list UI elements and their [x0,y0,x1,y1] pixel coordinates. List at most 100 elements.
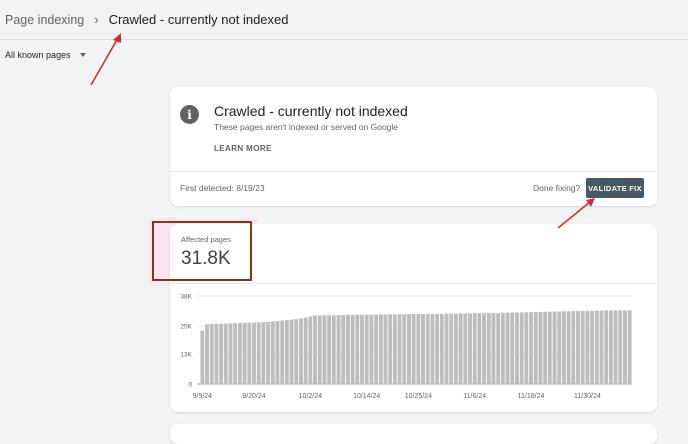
chart-bar[interactable] [209,324,214,384]
chart-bar[interactable] [270,321,275,384]
chart-bar[interactable] [233,323,238,384]
chart-bar[interactable] [237,322,242,384]
chart-bar[interactable] [580,310,585,384]
chart-bar[interactable] [444,313,449,384]
annotation-highlight-box [152,221,252,281]
chart-bar[interactable] [519,312,524,384]
chart-bar[interactable] [425,313,430,384]
breadcrumb-page-indexing[interactable]: Page indexing [5,12,85,27]
chart-bar[interactable] [374,314,379,384]
chart-bar[interactable] [411,314,416,384]
x-tick-label: 10/2/24 [299,393,322,400]
chart-bar[interactable] [313,315,317,384]
chart-bar[interactable] [299,318,303,384]
chart-bar[interactable] [219,323,224,384]
chart-bar[interactable] [383,314,388,384]
chart-bar[interactable] [613,310,618,384]
chart-bar[interactable] [590,310,595,384]
chart-bar[interactable] [538,311,543,384]
chart-bar[interactable] [308,316,313,384]
chart-bar[interactable] [421,314,425,384]
chart-bar[interactable] [280,320,285,384]
chart-bar[interactable] [223,323,228,384]
chart-bar[interactable] [491,312,496,384]
chart-bar[interactable] [355,314,360,384]
chart-bar[interactable] [571,311,576,384]
chart-bar[interactable] [618,310,623,384]
chart-bar[interactable] [364,314,369,384]
chart-bar[interactable] [407,314,411,384]
chart-bar[interactable] [449,313,454,384]
chart-bar[interactable] [468,313,472,384]
chart-bar[interactable] [585,310,590,384]
chart-bar[interactable] [608,310,613,384]
chart-bar[interactable] [200,330,205,384]
chart-bar[interactable] [430,313,435,384]
validate-fix-button[interactable]: VALIDATE FIX [586,178,644,198]
chart-bar[interactable] [533,311,538,384]
chart-bar[interactable] [439,313,444,384]
chart-bar[interactable] [341,314,346,384]
chart-bar[interactable] [500,312,505,384]
chart-bar[interactable] [242,322,247,384]
chart-bar[interactable] [510,312,515,384]
chart-bar[interactable] [515,312,519,384]
chart-bar[interactable] [482,313,487,384]
chart-bar[interactable] [360,314,364,384]
chart-bar[interactable] [289,319,294,384]
chart-bar[interactable] [392,314,397,384]
learn-more-link[interactable]: LEARN MORE [214,144,272,153]
chart-bar[interactable] [369,314,374,384]
chart-bar[interactable] [252,322,256,384]
chart-bar[interactable] [336,314,341,384]
chart-bar[interactable] [543,311,548,384]
x-tick-label: 11/18/24 [518,393,545,400]
chart-bar[interactable] [322,315,327,384]
chart-bar[interactable] [566,311,571,384]
chart-bar[interactable] [557,311,562,384]
chart-bar[interactable] [435,313,440,384]
chart-bar[interactable] [350,314,355,384]
chart-bar[interactable] [547,311,552,384]
chart-bar[interactable] [463,313,468,384]
chart-bar[interactable] [397,314,402,384]
chart-bar[interactable] [378,314,383,384]
chart-bar[interactable] [599,310,604,384]
chart-bar[interactable] [453,313,458,384]
chart-bar[interactable] [205,324,209,384]
chart-bar[interactable] [486,312,491,384]
chart-bar[interactable] [345,314,350,384]
chart-bar[interactable] [627,310,632,384]
chart-bar[interactable] [228,323,233,384]
chart-bar[interactable] [561,311,566,384]
chart-bar[interactable] [477,313,482,384]
chart-bar[interactable] [529,312,533,384]
chart-bar[interactable] [496,312,501,384]
chart-bar[interactable] [275,321,280,384]
chart-bar[interactable] [576,311,580,384]
chart-bar[interactable] [472,313,477,384]
chart-bar[interactable] [402,314,407,384]
chart-bar[interactable] [294,319,299,384]
chart-bar[interactable] [214,323,219,384]
chart-bar[interactable] [388,314,393,384]
chart-bar[interactable] [327,315,332,384]
chart-bar[interactable] [317,315,322,384]
chart-bar[interactable] [331,315,336,384]
chart-bar[interactable] [458,313,463,384]
chart-bar[interactable] [623,310,627,384]
chart-bar[interactable] [284,320,289,384]
breadcrumb-separator-icon: › [94,12,99,27]
chart-bar[interactable] [256,322,261,384]
chart-bar[interactable] [552,311,557,384]
chart-bar[interactable] [416,314,421,384]
chart-bar[interactable] [247,322,252,384]
chart-bar[interactable] [604,310,609,384]
chart-bar[interactable] [524,312,529,384]
pages-filter-dropdown[interactable]: All known pages [5,50,86,60]
chart-bar[interactable] [266,321,271,384]
chart-bar[interactable] [303,317,308,384]
chart-bar[interactable] [505,312,510,384]
chart-bar[interactable] [594,310,599,384]
chart-bar[interactable] [261,321,266,384]
